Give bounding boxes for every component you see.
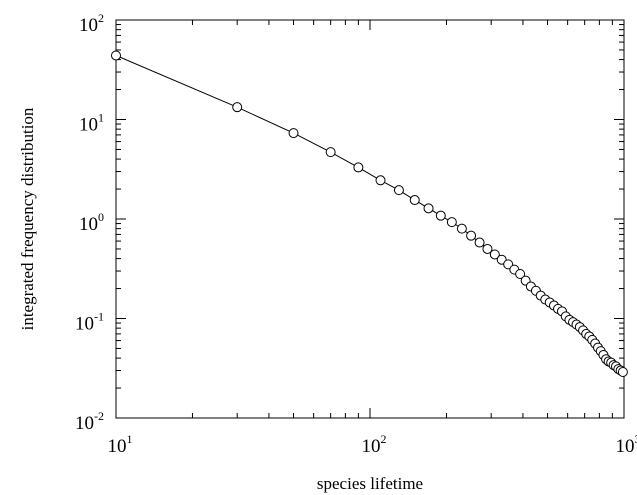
y-tick-label: 102	[79, 11, 104, 36]
series-line-group	[115, 55, 624, 373]
data-point	[435, 210, 446, 221]
y-tick-label: 10-1	[75, 310, 104, 335]
series-line	[115, 55, 624, 373]
data-point	[325, 147, 336, 158]
data-point	[353, 162, 364, 173]
plot-frame	[115, 19, 625, 419]
y-tick-label: 100	[79, 210, 104, 235]
axis-ticks	[115, 20, 624, 419]
x-tick-label: 101	[108, 432, 133, 457]
data-point	[489, 249, 500, 260]
data-point	[617, 366, 628, 377]
data-point	[446, 217, 457, 228]
x-tick-label: 102	[362, 432, 387, 457]
x-tick-label: 103	[616, 432, 637, 457]
data-point	[423, 203, 434, 214]
data-point	[111, 50, 121, 61]
tick-labels: 101 102 103 10-2 10-1 100 101 102	[75, 11, 637, 457]
data-point	[409, 195, 420, 206]
y-tick-label: 10-2	[75, 409, 104, 434]
data-points	[111, 50, 628, 377]
data-point	[456, 223, 467, 234]
y-axis-label: integrated frequency distribution	[18, 107, 37, 330]
data-point	[375, 175, 386, 186]
data-point	[482, 243, 493, 254]
x-axis-label: species lifetime	[317, 474, 423, 493]
data-point	[393, 185, 404, 196]
y-tick-label: 101	[79, 111, 104, 136]
data-point	[515, 269, 526, 280]
data-point	[288, 128, 299, 139]
data-point	[474, 237, 485, 248]
data-point	[466, 230, 477, 241]
data-point	[232, 102, 243, 113]
